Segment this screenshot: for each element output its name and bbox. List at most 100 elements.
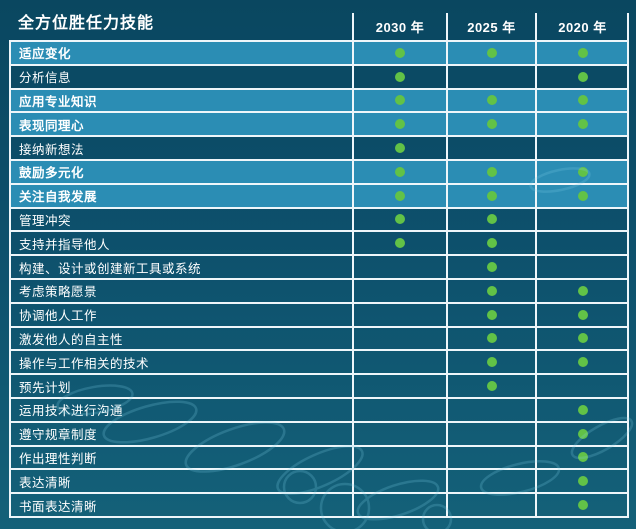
presence-dot [395,214,405,225]
dot-cell [536,66,629,88]
presence-dot [577,333,588,344]
dot-cell [536,113,629,135]
dot-cell [447,423,536,445]
dot-cell [536,185,629,207]
presence-dot [486,166,497,177]
presence-dot [486,214,497,225]
row-label: 运用技术进行沟通 [19,404,124,419]
row-label: 应用专业知识 [19,94,98,109]
row-label: 表现同理心 [19,118,85,133]
table-row: 分析信息 [10,66,629,90]
table-row: 适应变化 [10,42,629,66]
column-divider-1 [352,13,354,518]
dot-cell [353,161,447,183]
presence-dot [395,166,405,177]
presence-dot [486,119,497,130]
presence-dot [395,119,405,130]
presence-dot [577,428,588,439]
dot-cell [353,447,447,469]
table-row: 接纳新想法 [10,137,629,161]
dot-cell [447,161,536,183]
presence-dot [395,143,405,154]
presence-dot [486,309,497,320]
presence-dot [486,95,497,106]
dot-cell [536,90,629,112]
presence-dot [577,190,588,201]
presence-dot [395,95,405,106]
dot-cell [536,42,629,64]
dot-cell [353,423,447,445]
dot-cell [353,399,447,421]
table-left-border [9,40,11,518]
dot-cell [536,447,629,469]
dot-cell [353,470,447,492]
column-header-2025: 2025 年 [467,19,516,35]
dot-cell [536,280,629,302]
dot-cell [536,209,629,231]
presence-dot [577,119,588,130]
row-label: 支持并指导他人 [19,237,111,252]
dot-cell [447,232,536,254]
dot-cell [536,161,629,183]
row-label: 关注自我发展 [19,190,98,205]
dot-cell [353,351,447,373]
presence-dot [486,262,497,273]
presence-dot [486,285,497,296]
dot-cell [353,209,447,231]
presence-dot [577,452,588,463]
table-row: 遵守规章制度 [10,423,629,447]
row-label: 表达清晰 [19,475,72,490]
dot-cell [353,66,447,88]
table-row: 运用技术进行沟通 [10,399,629,423]
table-row: 激发他人的自主性 [10,328,629,352]
dot-cell [353,280,447,302]
row-label: 激发他人的自主性 [19,332,124,347]
dot-cell [536,494,629,516]
presence-dot [486,333,497,344]
dot-cell [536,328,629,350]
dot-cell [536,304,629,326]
presence-dot [577,95,588,106]
dot-cell [536,375,629,397]
presence-dot [486,238,497,249]
dot-cell [447,447,536,469]
dot-cell [353,256,447,278]
presence-dot [577,71,588,82]
presence-dot [577,166,588,177]
table-row: 支持并指导他人 [10,232,629,257]
presence-dot [486,381,497,392]
row-label: 书面表达清晰 [19,499,98,514]
dot-cell [536,470,629,492]
presence-dot [395,238,405,249]
row-label: 构建、设计或创建新工具或系统 [19,261,202,276]
row-label: 作出理性判断 [19,451,98,466]
dot-cell [447,470,536,492]
table-row: 表现同理心 [10,113,629,138]
table-row: 作出理性判断 [10,447,629,471]
row-label: 协调他人工作 [19,309,98,324]
dot-cell [447,66,536,88]
dot-cell [353,42,447,64]
presence-dot [577,404,588,415]
column-header-2030: 2030 年 [375,19,425,35]
dot-cell [353,90,447,112]
column-header-2020: 2020 年 [558,19,607,35]
dot-cell [447,328,536,350]
dot-cell [353,113,447,135]
presence-dot [577,309,588,320]
dot-cell [447,351,536,373]
presence-dot [486,190,497,201]
presence-dot [577,285,588,296]
dot-cell [536,137,629,159]
dot-cell [536,351,629,373]
presence-dot [486,357,497,368]
table-row: 关注自我发展 [10,184,629,209]
dot-cell [353,328,447,350]
row-label: 分析信息 [19,71,72,86]
dot-cell [447,304,536,326]
dot-cell [536,399,629,421]
presence-dot [577,47,588,58]
dot-cell [536,423,629,445]
dot-cell [353,232,447,254]
